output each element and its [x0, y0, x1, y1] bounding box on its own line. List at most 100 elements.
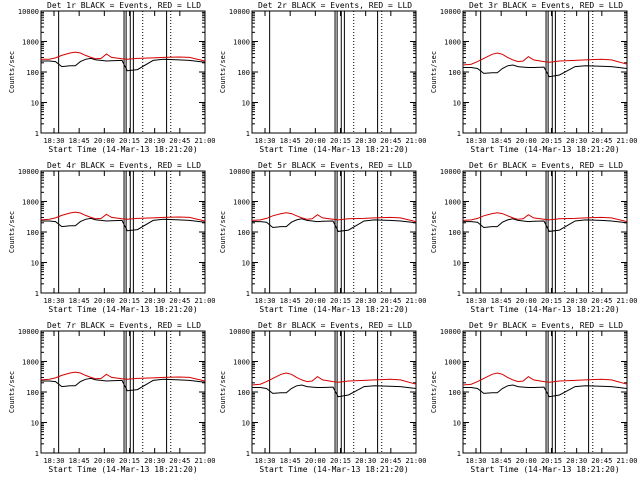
x-tick-label: 20:30 [355, 457, 376, 465]
y-axis-title: Counts/sec [219, 211, 227, 253]
series-group [40, 211, 206, 232]
x-tick-label: 20:15 [541, 137, 562, 145]
y-tick-label: 1000 [444, 359, 461, 367]
x-tick-label: 20:15 [330, 457, 351, 465]
plot-frame [462, 330, 628, 454]
x-tick-label: 20:45 [169, 297, 190, 305]
x-tick-label: 20:00 [516, 297, 537, 305]
y-axis-title: Counts/sec [430, 371, 438, 413]
y-tick-label: 100 [448, 229, 461, 237]
panel-title: Det 5r BLACK = Events, RED = LLD [258, 161, 412, 170]
x-axis: 18:30 18:45 20:00 20:15 20:30 20:45 21:00 [254, 331, 427, 465]
x-tick-label: 20:00 [516, 457, 537, 465]
x-tick-label: 21:00 [616, 137, 637, 145]
y-tick-label: 1 [35, 290, 39, 298]
events-series-line [41, 377, 206, 392]
y-tick-label: 1 [35, 450, 39, 458]
x-axis-title: Start Time (14-Mar-13 18:21:20) [259, 465, 408, 474]
x-axis: 18:30 18:45 20:00 20:15 20:30 20:45 21:00 [43, 171, 216, 305]
x-axis-title: Start Time (14-Mar-13 18:21:20) [259, 145, 408, 154]
x-tick-label: 18:30 [43, 137, 64, 145]
panel-title: Det 7r BLACK = Events, RED = LLD [47, 321, 201, 330]
x-tick-label: 21:00 [194, 137, 215, 145]
lld-series-line [462, 212, 628, 223]
panel-title: Det 1r BLACK = Events, RED = LLD [47, 1, 201, 10]
x-tick-label: 20:15 [119, 137, 140, 145]
y-tick-label: 1 [457, 130, 461, 138]
x-tick-label: 21:00 [405, 137, 426, 145]
y-tick-label: 10 [31, 260, 39, 268]
events-series-line [41, 217, 206, 232]
x-axis-title: Start Time (14-Mar-13 18:21:20) [470, 145, 619, 154]
y-tick-label: 10 [242, 420, 250, 428]
lld-series-line [251, 212, 417, 223]
series-group [462, 52, 628, 78]
x-tick-label: 18:45 [491, 457, 512, 465]
plot-frame [251, 10, 417, 134]
x-tick-label: 20:45 [169, 457, 190, 465]
panel-6: Det 6r BLACK = Events, RED = LLD 1 10 100 10… [430, 161, 638, 314]
x-tick-label: 18:30 [43, 457, 64, 465]
x-axis: 18:30 18:45 20:00 20:15 20:30 20:45 21:00 [254, 171, 427, 305]
x-tick-label: 18:30 [465, 137, 486, 145]
y-axis-title: Counts/sec [8, 371, 16, 413]
x-tick-label: 20:45 [591, 457, 612, 465]
x-axis-title: Start Time (14-Mar-13 18:21:20) [470, 305, 619, 314]
vertical-markers [251, 171, 383, 293]
x-tick-label: 18:30 [254, 137, 275, 145]
panel-title: Det 8r BLACK = Events, RED = LLD [258, 321, 412, 330]
y-tick-label: 1 [246, 450, 250, 458]
plot-frame [40, 10, 206, 134]
x-tick-label: 18:45 [69, 457, 90, 465]
y-tick-label: 10000 [440, 328, 461, 336]
panel-5: Det 5r BLACK = Events, RED = LLD 1 10 100 10… [219, 161, 427, 314]
y-tick-label: 100 [237, 389, 250, 397]
x-tick-label: 18:45 [280, 137, 301, 145]
x-tick-label: 20:45 [380, 457, 401, 465]
y-axis: 1 10 100 1000 10000 [229, 168, 416, 298]
y-axis-title: Counts/sec [219, 51, 227, 93]
series-group [41, 51, 206, 72]
y-tick-label: 100 [448, 69, 461, 77]
lld-series-line [40, 371, 206, 382]
y-tick-label: 100 [237, 229, 250, 237]
y-tick-label: 10000 [18, 8, 39, 16]
y-tick-label: 10 [242, 100, 250, 108]
x-tick-label: 18:45 [491, 297, 512, 305]
x-tick-label: 20:45 [169, 137, 190, 145]
y-tick-label: 1000 [233, 199, 250, 207]
y-tick-label: 1000 [233, 359, 250, 367]
y-tick-label: 10 [453, 100, 461, 108]
x-tick-label: 18:45 [69, 137, 90, 145]
panel-8: Det 8r BLACK = Events, RED = LLD 1 10 100 10… [219, 321, 427, 474]
x-tick-label: 21:00 [194, 457, 215, 465]
lld-series-line [40, 211, 206, 222]
panel-title: Det 6r BLACK = Events, RED = LLD [469, 161, 623, 170]
events-series-line [41, 57, 206, 72]
x-tick-label: 20:30 [144, 137, 165, 145]
x-tick-label: 21:00 [405, 457, 426, 465]
y-tick-label: 1000 [444, 39, 461, 47]
x-tick-label: 20:15 [541, 297, 562, 305]
y-tick-label: 10000 [18, 168, 39, 176]
events-series-line [463, 64, 628, 78]
x-tick-label: 18:30 [254, 457, 275, 465]
y-tick-label: 1000 [22, 199, 39, 207]
events-series-line [463, 218, 628, 232]
lld-series-line [251, 372, 417, 386]
x-axis: 18:30 18:45 20:00 20:15 20:30 20:45 21:00 [465, 171, 638, 305]
y-tick-label: 1 [457, 290, 461, 298]
y-tick-label: 1 [246, 130, 250, 138]
x-axis-title: Start Time (14-Mar-13 18:21:20) [470, 465, 619, 474]
x-tick-label: 20:00 [94, 297, 115, 305]
series-group [251, 372, 417, 398]
x-tick-label: 18:45 [280, 297, 301, 305]
y-tick-label: 100 [26, 229, 39, 237]
x-tick-label: 20:00 [305, 137, 326, 145]
panel-title: Det 4r BLACK = Events, RED = LLD [47, 161, 201, 170]
vertical-markers [462, 171, 594, 293]
events-series-line [252, 384, 417, 398]
x-tick-label: 20:30 [566, 137, 587, 145]
x-tick-label: 20:00 [94, 137, 115, 145]
